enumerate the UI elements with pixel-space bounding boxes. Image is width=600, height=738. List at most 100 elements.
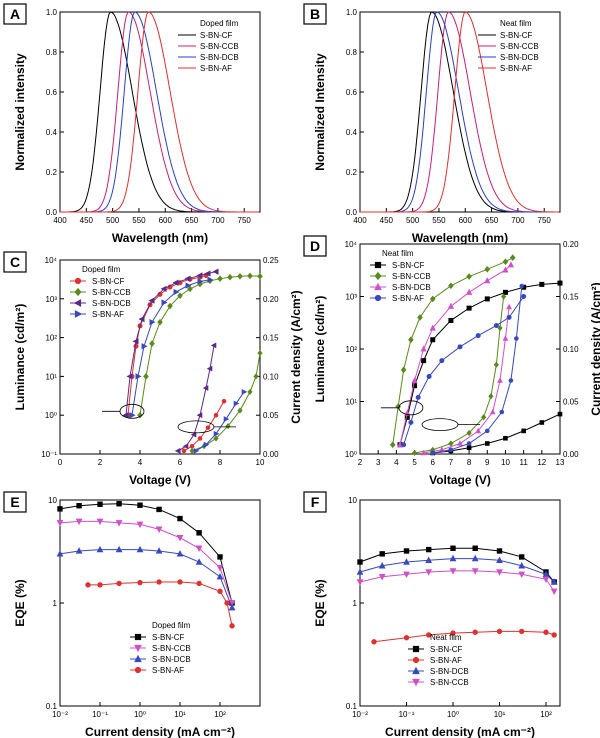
luminance-point — [141, 343, 148, 350]
tick-label: 10² — [45, 334, 57, 343]
legend-title: Neat film — [382, 249, 414, 258]
tick-label: 750 — [538, 216, 552, 225]
luminance-point — [173, 288, 180, 296]
eqe-point — [496, 628, 503, 635]
plot-frame — [59, 259, 261, 455]
luminance-point — [408, 419, 414, 425]
eqe-point — [195, 545, 203, 553]
current-point — [475, 427, 482, 434]
luminance-line — [399, 282, 561, 445]
tick-label: 650 — [485, 216, 499, 225]
legend-label: S-BN-DCB — [430, 667, 469, 676]
tick-label: 10¹ — [174, 710, 186, 719]
y-axis-label: Luminance (cd/m²) — [13, 304, 27, 411]
eqe-point — [96, 545, 104, 553]
luminance-point — [466, 273, 472, 280]
current-point — [557, 411, 563, 417]
eqe-point — [403, 571, 410, 579]
panel-letter-box — [3, 3, 27, 25]
luminance-point — [421, 358, 427, 364]
current-point — [241, 389, 248, 395]
current-point — [484, 428, 490, 434]
luminance-point — [187, 285, 193, 293]
luminance-point — [257, 272, 263, 280]
legend-marker — [374, 282, 382, 291]
tick-label: 0.2 — [346, 168, 358, 177]
current-point — [189, 447, 195, 454]
luminance-point — [137, 411, 143, 419]
luminance-point — [475, 333, 481, 339]
luminance-line — [127, 274, 207, 416]
current-point — [499, 409, 505, 415]
legend-marker — [412, 678, 420, 687]
x-axis-label: Current density (mA cm⁻²) — [385, 725, 535, 738]
current-point — [514, 336, 519, 341]
luminance-point — [448, 282, 454, 290]
luminance-point — [448, 317, 454, 323]
legend-title: Neat film — [430, 633, 462, 642]
x-axis-label: Current density (mA cm⁻²) — [85, 725, 235, 738]
eqe-point — [378, 561, 386, 569]
legend-marker — [412, 666, 420, 675]
luminance-point — [400, 366, 407, 374]
current-point — [420, 449, 427, 456]
luminance-point — [507, 261, 515, 268]
eqe-point — [136, 545, 144, 553]
panel-letter: B — [310, 6, 320, 22]
luminance-point — [161, 299, 168, 306]
eqe-point — [115, 545, 123, 553]
tick-label: 10² — [345, 345, 357, 354]
eqe-point — [115, 520, 123, 527]
tick-label: 0.20 — [263, 295, 279, 304]
tick-label: 0.00 — [563, 450, 579, 459]
eqe-point — [96, 518, 104, 526]
legend-label: S-BN-CF — [500, 31, 533, 40]
panel-letter: D — [310, 238, 320, 254]
luminance-point — [509, 254, 516, 261]
eqe-point — [472, 629, 478, 635]
luminance-point — [539, 281, 545, 287]
tick-label: 10² — [214, 710, 226, 719]
tick-label: 0.00 — [263, 450, 279, 459]
eqe-line — [59, 520, 233, 604]
eqe-point — [472, 545, 478, 551]
eqe-point — [216, 565, 224, 572]
panel-letter-box — [303, 491, 327, 513]
eqe-line — [59, 549, 233, 608]
luminance-point — [149, 340, 155, 347]
luminance-point — [122, 412, 129, 419]
tick-label: 400 — [53, 216, 67, 225]
luminance-line — [399, 264, 512, 445]
y2-axis-label: Current density (A/cm²) — [289, 290, 303, 423]
x-axis-label: Voltage (V) — [129, 473, 191, 487]
eqe-point — [97, 582, 103, 588]
tick-label: 1.0 — [346, 8, 358, 17]
current-line — [432, 413, 561, 454]
tick-label: 0.8 — [46, 48, 58, 57]
luminance-point — [149, 319, 156, 326]
current-point — [210, 342, 217, 349]
eqe-point — [155, 526, 163, 534]
tick-label: 0.4 — [46, 128, 58, 137]
panel-letter: C — [10, 254, 20, 270]
luminance-point — [247, 272, 253, 280]
panel-b: B Wavelength (nm) Normalized Intensity 400 4… — [303, 3, 561, 245]
tick-label: 10⁴ — [45, 256, 58, 265]
eqe-point — [356, 568, 364, 575]
luminance-point — [484, 265, 491, 273]
luminance-point — [447, 302, 455, 309]
eqe-point — [518, 628, 525, 635]
eqe-point — [425, 556, 433, 563]
eqe-line — [373, 630, 555, 643]
tick-label: 10⁰ — [134, 710, 146, 719]
tick-label: 0.1 — [346, 702, 358, 711]
eqe-line — [59, 503, 233, 604]
eqe-point — [195, 558, 203, 565]
tick-label: 2 — [358, 458, 363, 467]
luminance-point — [207, 276, 214, 283]
legend-label: S-BN-CF — [200, 31, 233, 40]
current-point — [508, 378, 514, 383]
luminance-line — [403, 296, 525, 445]
tick-label: 0.25 — [263, 256, 279, 265]
eqe-point — [543, 629, 549, 635]
